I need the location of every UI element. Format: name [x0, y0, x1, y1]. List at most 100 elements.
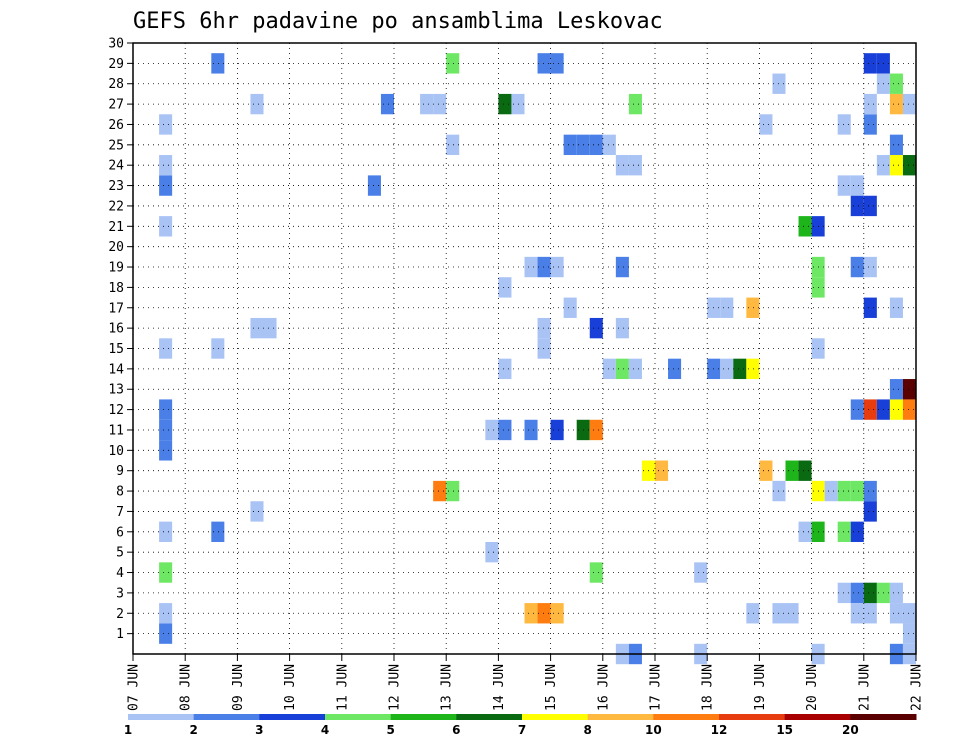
precip-cell: [628, 93, 642, 115]
colorbar-swatch: [587, 714, 654, 720]
colorbar-legend: 1 2 3 4 5 6 7 8 10 12 15 20: [124, 714, 917, 737]
x-tick-label: 08 JUN: [179, 664, 194, 711]
precip-cell: [537, 603, 551, 624]
y-tick-label: 29: [108, 57, 124, 72]
x-tick-label: 19 JUN: [753, 664, 768, 711]
precip-cell: [615, 358, 629, 380]
precip-cell: [759, 460, 773, 481]
precip-cell: [720, 297, 734, 318]
precip-cell: [159, 338, 173, 359]
precip-cell: [837, 521, 851, 542]
precip-cell: [668, 358, 682, 380]
precip-cell: [589, 317, 603, 339]
precip-cell: [850, 175, 864, 196]
x-tick-label: 16 JUN: [596, 664, 611, 711]
precip-cell: [589, 419, 603, 441]
y-tick-label: 26: [108, 118, 124, 133]
y-tick-label: 16: [108, 322, 124, 337]
x-tick-label: 18 JUN: [701, 664, 716, 711]
precip-cell: [446, 480, 460, 502]
y-tick-label: 14: [108, 362, 124, 377]
y-tick-label: 13: [108, 383, 124, 398]
precip-cell: [615, 256, 629, 278]
precip-cell: [159, 114, 173, 135]
precip-cell: [850, 521, 864, 542]
precip-cell: [837, 114, 851, 135]
x-tick-label: 10 JUN: [283, 664, 298, 711]
precip-cell: [863, 399, 877, 420]
precip-cell: [889, 399, 903, 420]
precip-cell: [850, 603, 864, 624]
precip-cell: [863, 297, 877, 318]
colorbar-swatch: [325, 714, 392, 720]
precip-cell: [537, 338, 551, 359]
precip-cell: [889, 155, 903, 176]
precip-cell: [798, 460, 812, 481]
precip-cell: [628, 358, 642, 380]
colorbar-swatch: [784, 714, 851, 720]
colorbar-swatch: [850, 714, 917, 720]
precip-cell: [159, 440, 173, 461]
precip-cell: [850, 399, 864, 420]
precip-cell: [250, 317, 264, 339]
precip-cell: [211, 53, 225, 74]
precip-cell: [485, 541, 499, 563]
precip-cell: [824, 480, 838, 502]
precip-cell: [159, 216, 173, 237]
y-tick-label: 12: [108, 403, 124, 418]
colorbar-label: 7: [518, 723, 526, 737]
colorbar-label: 4: [321, 723, 329, 737]
precip-cell: [798, 216, 812, 237]
precip-cell: [589, 134, 603, 156]
precip-cell: [159, 399, 173, 420]
precip-cell: [250, 501, 264, 522]
precip-cell: [733, 358, 747, 380]
precip-cell: [263, 317, 277, 339]
precip-cell: [433, 480, 447, 502]
precip-cell: [159, 562, 173, 583]
x-tick-label: 11 JUN: [335, 664, 350, 711]
x-tick-label: 07 JUN: [127, 664, 142, 711]
colorbar-swatch: [653, 714, 720, 720]
colorbar-label: 5: [386, 723, 394, 737]
precip-cell: [615, 317, 629, 339]
precip-cell: [837, 175, 851, 196]
chart-title: GEFS 6hr padavine po ansamblima Leskovac: [133, 9, 663, 34]
colorbar-label: 8: [583, 723, 591, 737]
precip-cell: [602, 134, 616, 156]
colorbar-swatch: [259, 714, 326, 720]
y-tick-label: 24: [108, 159, 124, 174]
precip-cell: [589, 562, 603, 583]
precip-cell: [159, 175, 173, 196]
precip-cell: [159, 155, 173, 176]
y-axis: 1234567891011121314151617181920212223242…: [108, 37, 133, 642]
precip-cell: [498, 358, 512, 380]
precip-cell: [902, 155, 916, 176]
colorbar-label: 6: [452, 723, 460, 737]
colorbar-label: 3: [255, 723, 263, 737]
y-tick-label: 23: [108, 179, 124, 194]
precip-cell: [798, 521, 812, 542]
precip-cell: [615, 155, 629, 176]
x-tick-label: 17 JUN: [649, 664, 664, 711]
y-tick-label: 18: [108, 281, 124, 296]
precip-cell: [902, 399, 916, 420]
precip-cells: [159, 53, 916, 665]
precip-cell: [498, 93, 512, 115]
precip-cell: [563, 297, 577, 318]
y-tick-label: 30: [108, 37, 124, 52]
y-tick-label: 28: [108, 77, 124, 92]
y-tick-label: 2: [116, 607, 124, 622]
x-tick-label: 09 JUN: [231, 664, 246, 711]
colorbar-label: 2: [189, 723, 197, 737]
precip-cell: [889, 73, 903, 94]
y-tick-label: 7: [116, 505, 124, 520]
grid-lines: [133, 43, 916, 654]
colorbar-label: 20: [842, 723, 859, 737]
precip-cell: [211, 521, 225, 542]
y-tick-label: 5: [116, 546, 124, 561]
y-tick-label: 25: [108, 138, 124, 153]
y-tick-label: 22: [108, 199, 124, 214]
x-tick-label: 12 JUN: [388, 664, 403, 711]
